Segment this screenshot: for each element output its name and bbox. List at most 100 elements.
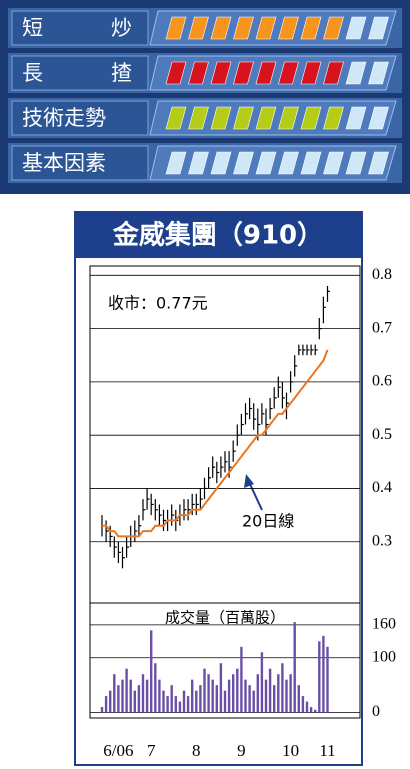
rating-label: 技術走勢 [22,106,106,130]
volume-bar [281,663,284,713]
rating-label: 基本因素 [22,151,106,175]
volume-bar [186,696,190,713]
rating-label-box [11,145,149,181]
volume-bar [158,679,161,713]
volume-bar [109,690,112,713]
rating-score [165,106,389,130]
volume-bar [174,696,177,713]
title-bar [75,212,362,258]
rating-segment [255,16,277,40]
volume-bar [244,679,247,713]
x-tick-label: 8 [192,741,201,760]
volume-bar [207,674,210,713]
rating-segment [165,151,187,175]
rating-label: 短炒 [22,16,200,40]
rating-segment [278,61,299,85]
rating-segment [233,151,254,175]
rating-segment [233,16,254,40]
rating-segment [345,106,367,130]
volume-bar [268,668,272,713]
volume-bar [252,690,255,713]
volume-bar [170,685,173,713]
volume-bar [256,674,259,713]
rating-segment [300,106,322,130]
rating-segment [210,151,232,175]
rating-segment [323,16,344,40]
rating-segment [255,61,277,85]
volume-bar [215,685,218,713]
volume-tick-label: 100 [372,648,396,665]
volume-bar [264,679,268,713]
volume-bar [326,646,329,713]
volume-bar [211,679,214,713]
rating-score [165,151,389,175]
volume-bar [133,690,136,713]
volume-bar [314,709,317,713]
rating-segment [323,151,344,175]
volume-tick-label: 0 [372,703,380,720]
volume-bar [227,679,231,713]
volume-bar [240,646,243,713]
chart: 0.3 0.4 0.5 0.6 0.7 0.8 0 100 160 6/06 7 8 9 10 11 [90,266,396,760]
volume-bar [182,690,186,713]
rating-segment [165,61,187,85]
rating-label: 長揸 [22,61,200,85]
rating-segment [323,106,344,130]
x-tick-label: 11 [319,741,335,760]
x-tick-label: 7 [147,741,156,760]
rating-label-box [11,10,149,46]
y-tick-label: 0.8 [372,266,392,283]
volume-bar [223,690,227,713]
x-tick-label: 9 [237,741,246,760]
volume-bar [178,701,182,713]
rating-segment [210,61,232,85]
volume-bar [248,685,251,713]
rating-segment [210,16,232,40]
close-annotation: 收市：0.77元 [108,294,208,313]
volume-bar [297,685,300,713]
rating-segment [188,106,209,130]
volume-bar [191,679,194,713]
volume-bar [289,674,292,713]
y-tick-label: 0.3 [372,532,392,549]
y-tick-label: 0.7 [372,319,392,336]
rating-segment [368,151,389,175]
volume-bar [100,707,104,713]
volume-bar [277,674,280,713]
rating-segment [278,151,299,175]
y-tick-label: 0.4 [372,479,392,496]
volume-bar [145,679,149,713]
volume-bar [260,652,264,713]
rating-score [165,61,389,85]
x-tick-label: 10 [282,741,299,760]
volume-bar [305,701,309,713]
y-tick-label: 0.5 [372,426,392,443]
volume-bar [285,679,288,713]
ma-line [102,349,329,538]
rating-segment [368,106,389,130]
volume-bar [104,696,108,713]
volume-bar [236,668,239,713]
ma-arrowhead [244,474,254,488]
volume-bar [309,707,313,713]
rating-segment [188,16,209,40]
rating-segment [300,151,322,175]
rating-segment [210,106,232,130]
volume-bar [318,641,321,713]
ma-arrow [248,481,263,511]
rating-segment [233,106,254,130]
rating-score [165,16,389,40]
volume-bar [141,674,145,713]
rating-segment [300,61,322,85]
volume-bar [232,674,235,713]
rating-segment [345,16,367,40]
volume-bar [137,685,141,713]
volume-bar [301,696,305,713]
rating-segment [255,151,277,175]
volume-label: 成交量（百萬股） [165,609,285,627]
ma-label: 20日線 [242,512,294,531]
volume-bar [150,630,153,713]
rating-segment [165,106,187,130]
volume-bar [322,635,325,713]
